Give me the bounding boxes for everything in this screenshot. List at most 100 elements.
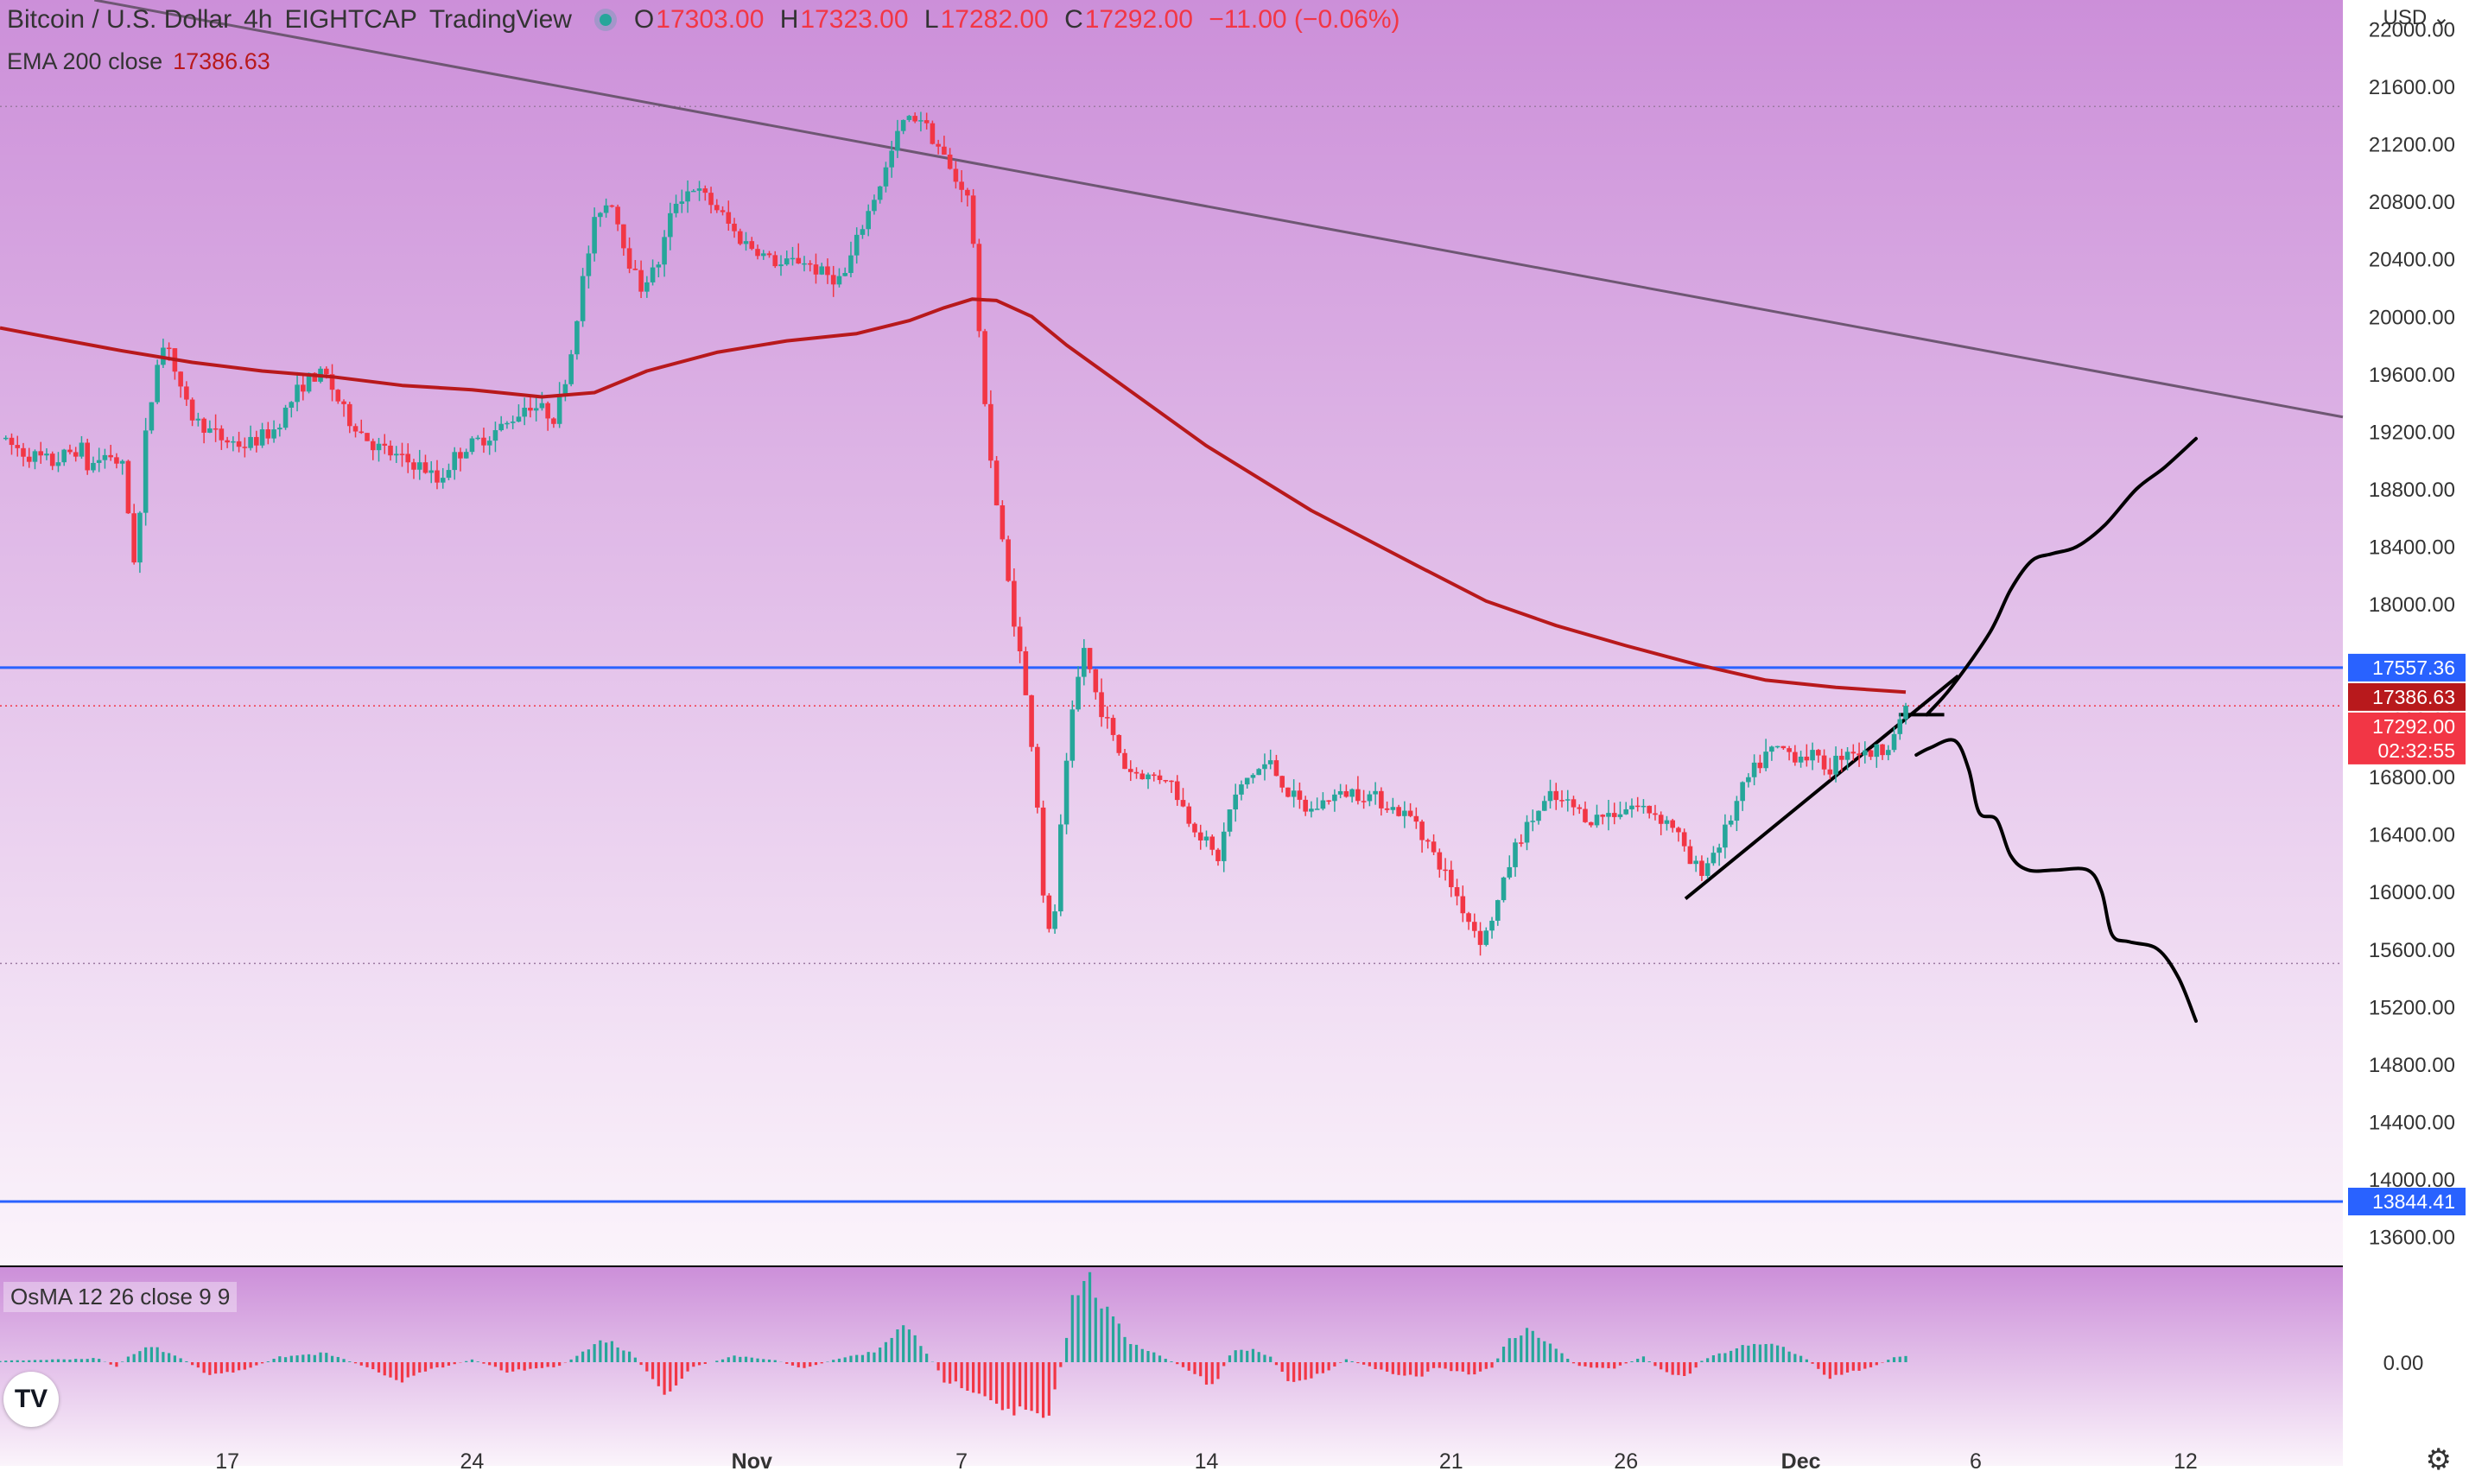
candle-219 <box>1279 775 1285 793</box>
candle-body <box>1279 776 1285 788</box>
candle-body <box>416 462 422 470</box>
candle-body <box>679 201 685 204</box>
candle-body <box>1110 718 1116 735</box>
candle-175 <box>1023 646 1029 695</box>
interval-label[interactable]: 4h <box>244 5 273 34</box>
candle-body <box>213 428 219 430</box>
candle-body <box>481 437 486 446</box>
candle-body <box>393 453 399 456</box>
candle-313 <box>1827 758 1833 780</box>
candle-body <box>1553 790 1559 801</box>
candle-body <box>219 428 225 441</box>
candle-116 <box>679 189 685 213</box>
candle-body <box>1384 808 1390 810</box>
candle-body <box>551 418 556 424</box>
candle-body <box>463 452 469 459</box>
candle-38 <box>225 436 230 448</box>
candle-body <box>189 399 195 421</box>
candle-186 <box>1087 648 1093 674</box>
candle-293 <box>1711 846 1717 866</box>
currency-menu[interactable]: USD ⌄ <box>2383 5 2450 30</box>
high-value: 17323.00 <box>800 5 909 34</box>
candle-170 <box>993 455 1000 506</box>
candle-body <box>1449 869 1454 888</box>
candle-body <box>965 189 970 196</box>
candle-body <box>1127 769 1133 772</box>
candle-265 <box>1547 779 1553 809</box>
candle-246 <box>1437 848 1443 878</box>
candle-132 <box>772 251 778 269</box>
candle-97 <box>568 350 574 387</box>
time-tick-1: 24 <box>460 1449 485 1474</box>
candle-body <box>918 120 923 122</box>
candle-body <box>702 188 708 193</box>
candle-body <box>936 143 941 147</box>
candle-body <box>615 206 620 225</box>
trendline-0[interactable] <box>94 0 2344 419</box>
ema-200-path[interactable] <box>0 297 1907 694</box>
candle-96 <box>562 379 568 402</box>
candle-body <box>1687 846 1693 865</box>
candle-body <box>930 123 936 144</box>
candle-body <box>1023 650 1029 695</box>
candle-body <box>1069 709 1076 761</box>
candle-232 <box>1355 776 1361 805</box>
candle-body <box>1757 762 1763 769</box>
candle-290 <box>1693 855 1698 872</box>
projection-bullish[interactable] <box>1925 436 2198 717</box>
candle-285 <box>1664 815 1670 831</box>
candle-32 <box>189 397 195 427</box>
candle-161 <box>942 136 947 155</box>
candle-123 <box>720 206 726 216</box>
candle-102 <box>598 212 603 227</box>
candle-87 <box>510 415 516 429</box>
candle-body <box>1501 877 1507 901</box>
projection-bearish[interactable] <box>1914 738 2198 1023</box>
candle-111 <box>650 259 656 286</box>
candle-18 <box>108 444 113 461</box>
candle-body <box>231 441 236 443</box>
candle-body <box>1215 849 1221 861</box>
time-axis[interactable]: 17 24 Nov 7 14 21 26 Dec 6 12 <box>215 1449 2198 1474</box>
candle-60 <box>352 423 359 438</box>
high-label: H <box>779 5 799 34</box>
candle-body <box>498 423 504 431</box>
candle-body <box>1524 821 1530 843</box>
candle-body <box>376 443 382 451</box>
candle-body <box>119 460 125 464</box>
candle-body <box>568 354 574 384</box>
candle-body <box>1664 820 1670 824</box>
candle-body <box>656 264 662 268</box>
candle-17 <box>102 448 108 469</box>
price-pane-background <box>0 0 2343 1265</box>
gear-icon[interactable]: ⚙ <box>2425 1443 2452 1476</box>
tradingview-logo[interactable]: TV <box>3 1372 59 1427</box>
candle-body <box>73 452 79 457</box>
candle-body <box>91 462 96 471</box>
osma-legend[interactable]: OsMA 12 26 close 9 9 <box>3 1282 238 1312</box>
candle-body <box>1314 809 1320 810</box>
symbol-title[interactable]: Bitcoin / U.S. Dollar <box>7 5 232 34</box>
candle-body <box>61 449 67 463</box>
candle-body <box>609 205 615 207</box>
candle-58 <box>341 399 346 417</box>
candle-body <box>1035 746 1040 808</box>
candle-body <box>556 396 562 424</box>
candle-body <box>1046 895 1052 929</box>
ema-legend[interactable]: EMA 200 close 17386.63 <box>7 48 270 75</box>
osma-histogram <box>0 1272 1907 1418</box>
candle-234 <box>1367 790 1373 807</box>
candle-67 <box>393 446 399 463</box>
candle-213 <box>1244 777 1250 789</box>
candle-body <box>207 428 213 433</box>
candle-body <box>1197 832 1203 840</box>
candle-216 <box>1262 753 1267 781</box>
candle-body <box>860 229 866 235</box>
candle-11 <box>67 444 73 455</box>
candle-body <box>306 372 312 392</box>
candle-body <box>772 255 778 267</box>
candle-276 <box>1611 802 1617 825</box>
price-tick-15: 19600.00 <box>2369 364 2455 387</box>
